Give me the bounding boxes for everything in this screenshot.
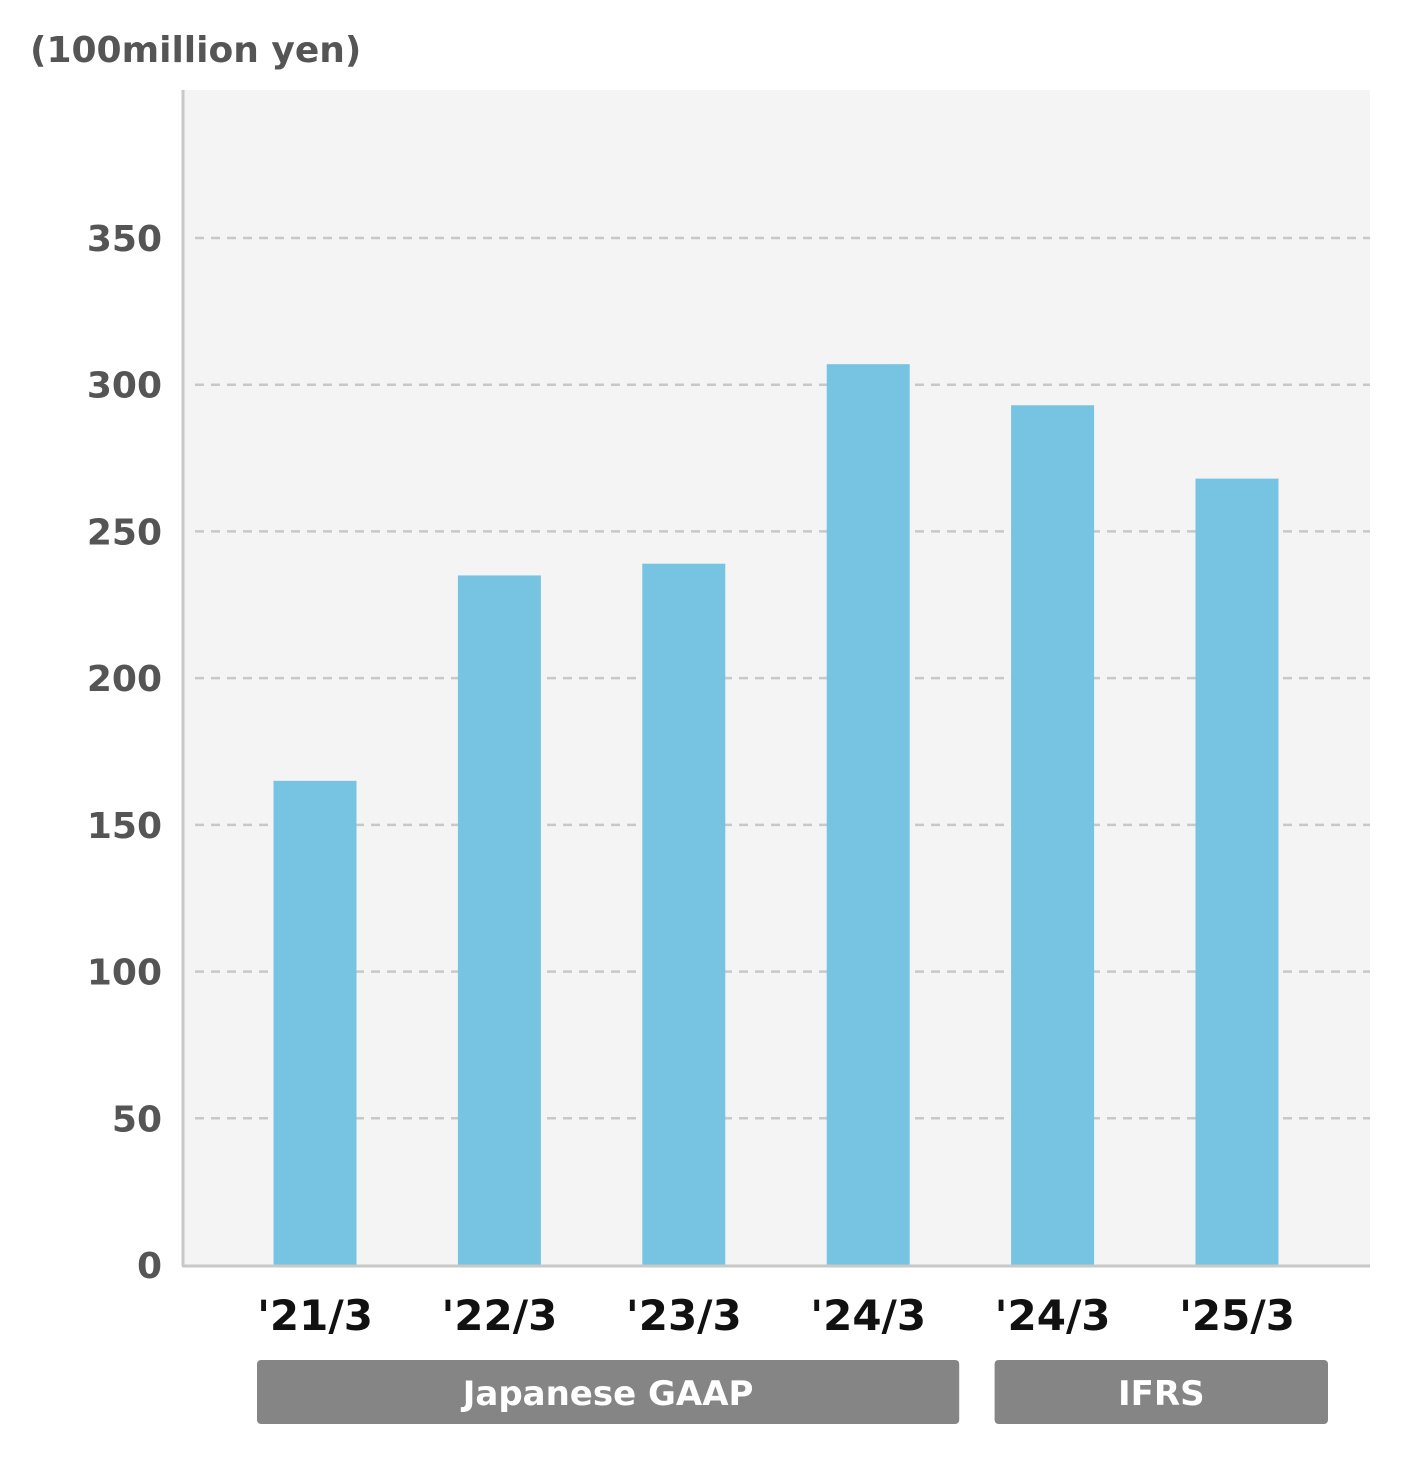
group-label: Japanese GAAP [461,1374,754,1414]
x-tick-label: '24/3 [995,1291,1111,1340]
x-tick-label: '22/3 [441,1291,557,1340]
y-tick-label: 150 [87,806,162,847]
y-tick-label: 50 [112,1099,162,1140]
x-tick-label: '23/3 [626,1291,742,1340]
bar [457,575,541,1265]
group-label: IFRS [1118,1374,1205,1414]
bar [1011,405,1095,1265]
x-tick-label: '21/3 [257,1291,373,1340]
unit-label: (100million yen) [30,30,361,71]
bar [642,563,726,1265]
group-box [994,1360,1328,1424]
bar [273,780,357,1265]
x-tick-label: '25/3 [1179,1291,1295,1340]
x-tick-label: '24/3 [810,1291,926,1340]
y-tick-label: 250 [87,512,162,553]
y-tick-label: 350 [87,219,162,260]
bar [826,364,910,1265]
group-box [257,1360,960,1424]
y-tick-label: 300 [87,366,162,407]
y-tick-label: 200 [87,659,162,700]
bar [1195,478,1279,1265]
y-tick-label: 100 [87,953,162,994]
y-tick-label: 0 [137,1246,162,1287]
